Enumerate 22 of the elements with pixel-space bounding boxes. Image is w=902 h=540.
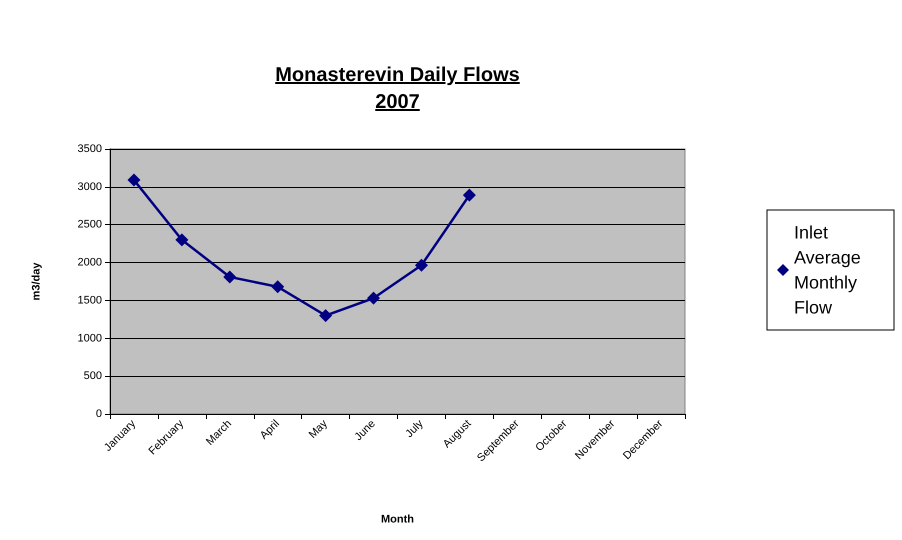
- point: [223, 270, 236, 284]
- point: [462, 188, 476, 202]
- point: [127, 174, 140, 187]
- y-tick-label: 0: [96, 408, 102, 420]
- y-tick-label: 1000: [78, 332, 102, 344]
- point: [175, 233, 188, 246]
- point: [367, 292, 380, 305]
- chart-title: Monasterevin Daily Flows 2007: [274, 63, 521, 115]
- point: [414, 258, 428, 272]
- y-axis-title: m3/day: [30, 262, 42, 300]
- y-tick-label: 3500: [78, 143, 102, 155]
- point: [319, 309, 332, 322]
- y-tick-label: 3000: [78, 180, 102, 193]
- point: [271, 280, 284, 294]
- x-tick-label: May: [306, 417, 330, 441]
- legend-label: Inlet Average Monthly Flow: [794, 222, 866, 318]
- y-tick-label: 1500: [78, 294, 102, 306]
- y-tick-label: 2500: [78, 218, 102, 231]
- x-tick-label: July: [403, 417, 426, 440]
- y-tick-label: 500: [84, 370, 102, 382]
- y-tick-label: 2000: [78, 256, 102, 269]
- x-axis-title: Month: [381, 514, 414, 526]
